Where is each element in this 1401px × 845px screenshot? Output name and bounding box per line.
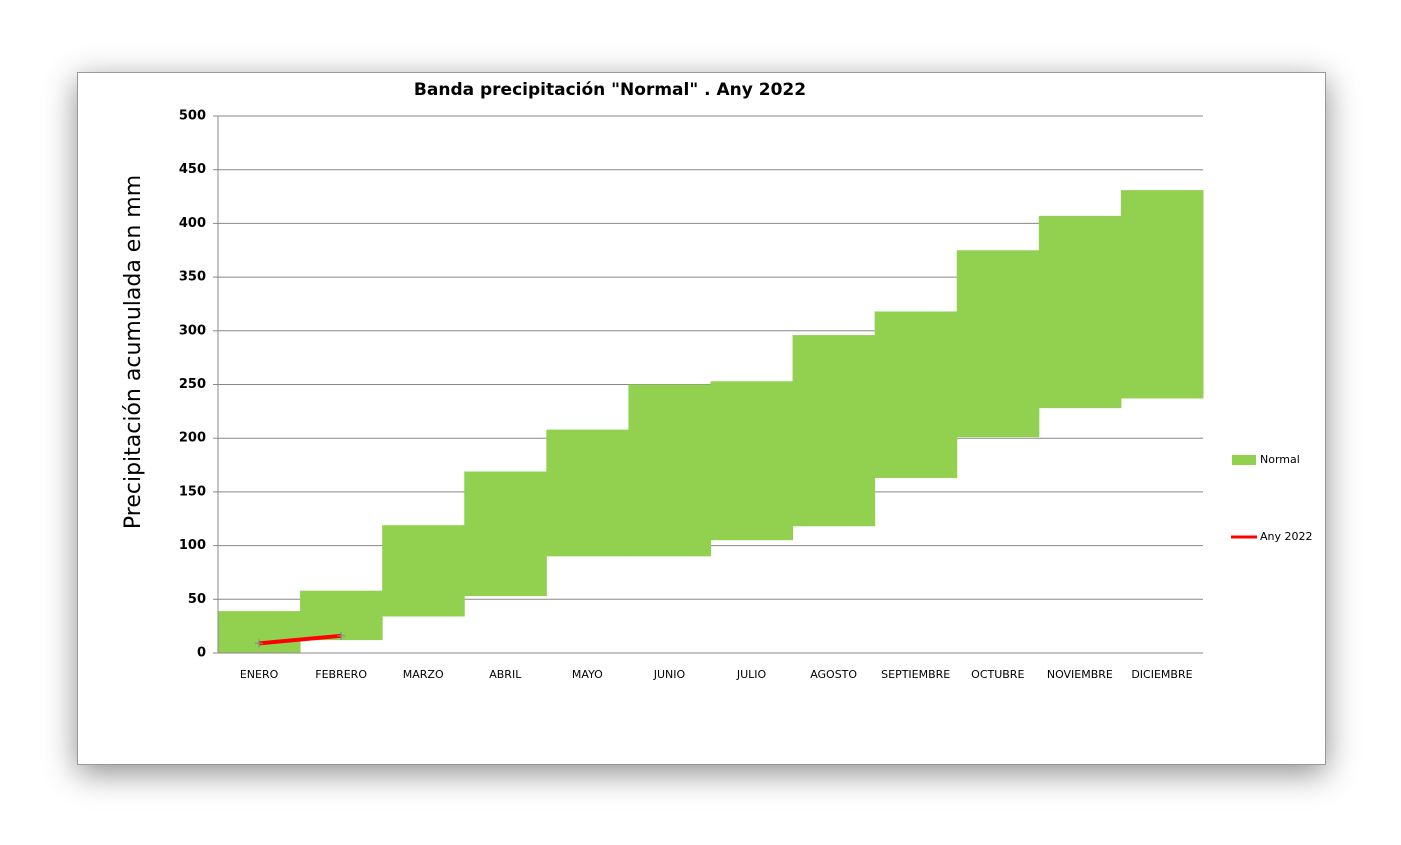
line-series [258,633,342,646]
x-tick-label: MAYO [572,668,603,681]
y-tick-label: 200 [179,431,206,446]
y-tick-label: 350 [179,270,206,285]
x-tick-label: NOVIEMBRE [1047,668,1113,681]
x-tick-label: MARZO [403,668,444,681]
x-tick-label: DICIEMBRE [1131,668,1192,681]
line-marker [255,639,264,648]
y-tick-label: 450 [179,162,206,177]
band-bar [710,381,794,541]
chart-title: Banda precipitación "Normal" . Any 2022 [414,80,806,100]
legend-swatch [1232,455,1256,465]
y-tick-label: 300 [179,323,206,338]
y-tick-label: 500 [179,109,206,124]
band-bar [874,311,958,478]
y-tick-label: 250 [179,377,206,392]
band-bar [956,250,1040,438]
x-tick-label: JUNIO [653,668,686,681]
band-bar [1038,215,1122,409]
x-tick-label: ABRIL [489,668,522,681]
x-tick-label: FEBRERO [315,668,367,681]
band-bar [546,429,629,557]
x-tick-label: OCTUBRE [971,668,1024,681]
y-tick-label: 100 [179,538,206,553]
y-tick-label: 400 [179,216,206,231]
y-tick-label: 150 [179,484,206,499]
band-bar [628,384,711,557]
y-tick-label: 0 [197,646,206,661]
x-tick-label: AGOSTO [810,668,857,681]
line-marker [337,631,346,640]
band-bar [382,525,465,617]
legend-label: Any 2022 [1260,530,1313,543]
y-tick-label: 50 [188,592,206,607]
y-axis-label: Precipitación acumulada en mm [121,175,146,529]
legend-label: Normal [1260,453,1300,466]
x-tick-label: JULIO [736,668,767,681]
band-bar [464,471,547,597]
band-bar [1120,190,1204,399]
x-tick-label: ENERO [240,668,279,681]
x-tick-label: SEPTIEMBRE [881,668,950,681]
band-bar [792,335,876,527]
